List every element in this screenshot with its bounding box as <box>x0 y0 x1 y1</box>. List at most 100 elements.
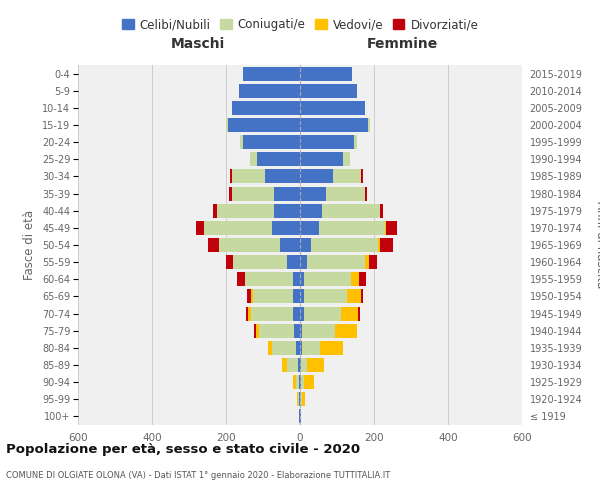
Bar <box>232 186 274 200</box>
Text: Maschi: Maschi <box>171 36 225 51</box>
Y-axis label: Fasce di età: Fasce di età <box>23 210 37 280</box>
Bar <box>300 392 302 406</box>
Bar <box>251 306 293 320</box>
Bar <box>230 170 232 183</box>
Bar <box>253 290 293 304</box>
Bar <box>304 306 341 320</box>
Bar <box>295 324 300 338</box>
Bar <box>272 341 296 355</box>
Bar <box>369 255 377 269</box>
Bar <box>300 221 319 235</box>
Bar <box>299 410 300 424</box>
Bar <box>300 324 302 338</box>
Bar <box>300 238 311 252</box>
Text: COMUNE DI OLGIATE OLONA (VA) - Dati ISTAT 1° gennaio 2020 - Elaborazione TUTTITA: COMUNE DI OLGIATE OLONA (VA) - Dati ISTA… <box>6 471 390 480</box>
Bar <box>380 204 383 218</box>
Bar <box>254 324 256 338</box>
Bar <box>320 341 343 355</box>
Bar <box>300 358 301 372</box>
Bar <box>232 101 300 115</box>
Bar <box>302 392 305 406</box>
Bar <box>256 324 259 338</box>
Bar <box>304 375 314 389</box>
Bar <box>300 101 365 115</box>
Bar <box>341 306 358 320</box>
Bar <box>304 290 347 304</box>
Bar <box>248 306 251 320</box>
Bar <box>204 221 272 235</box>
Bar <box>265 170 300 183</box>
Bar <box>358 306 361 320</box>
Bar <box>208 238 218 252</box>
Bar <box>300 118 368 132</box>
Bar <box>300 306 304 320</box>
Bar <box>300 255 307 269</box>
Bar <box>280 238 300 252</box>
Bar <box>242 135 300 149</box>
Bar <box>239 84 300 98</box>
Bar <box>300 290 304 304</box>
Bar <box>368 118 370 132</box>
Bar <box>385 221 386 235</box>
Bar <box>229 186 232 200</box>
Bar <box>300 186 326 200</box>
Bar <box>299 375 300 389</box>
Bar <box>322 204 380 218</box>
Bar <box>226 255 233 269</box>
Bar <box>300 170 334 183</box>
Bar <box>301 375 304 389</box>
Bar <box>300 204 322 218</box>
Bar <box>213 204 217 218</box>
Bar <box>226 118 228 132</box>
Bar <box>298 358 300 372</box>
Bar <box>299 392 300 406</box>
Bar <box>298 392 299 406</box>
Bar <box>326 186 365 200</box>
Bar <box>365 186 367 200</box>
Bar <box>237 272 245 286</box>
Bar <box>302 324 335 338</box>
Bar <box>296 341 300 355</box>
Bar <box>297 392 298 406</box>
Bar <box>228 118 300 132</box>
Bar <box>281 358 287 372</box>
Bar <box>300 135 353 149</box>
Text: Femmine: Femmine <box>367 36 438 51</box>
Bar <box>232 170 265 183</box>
Bar <box>233 255 287 269</box>
Bar <box>365 255 369 269</box>
Bar <box>350 272 359 286</box>
Bar <box>301 358 307 372</box>
Bar <box>380 238 392 252</box>
Bar <box>361 290 363 304</box>
Bar <box>300 410 301 424</box>
Bar <box>300 341 302 355</box>
Y-axis label: Anni di nascita: Anni di nascita <box>593 202 600 288</box>
Bar <box>302 341 320 355</box>
Bar <box>293 272 300 286</box>
Bar <box>259 324 295 338</box>
Bar <box>300 66 352 80</box>
Bar <box>287 358 298 372</box>
Bar <box>296 375 299 389</box>
Bar <box>293 375 296 389</box>
Bar <box>335 324 356 338</box>
Bar <box>307 255 365 269</box>
Bar <box>378 238 380 252</box>
Bar <box>300 152 343 166</box>
Legend: Celibi/Nubili, Coniugati/e, Vedovi/e, Divorziati/e: Celibi/Nubili, Coniugati/e, Vedovi/e, Di… <box>117 14 483 36</box>
Bar <box>247 290 251 304</box>
Bar <box>257 152 300 166</box>
Bar <box>319 221 385 235</box>
Bar <box>274 204 300 218</box>
Text: Popolazione per età, sesso e stato civile - 2020: Popolazione per età, sesso e stato civil… <box>6 442 360 456</box>
Bar <box>242 66 300 80</box>
Bar <box>250 152 257 166</box>
Bar <box>300 84 358 98</box>
Bar <box>293 290 300 304</box>
Bar <box>196 221 204 235</box>
Bar <box>386 221 397 235</box>
Bar <box>300 272 304 286</box>
Bar <box>343 152 350 166</box>
Bar <box>246 306 248 320</box>
